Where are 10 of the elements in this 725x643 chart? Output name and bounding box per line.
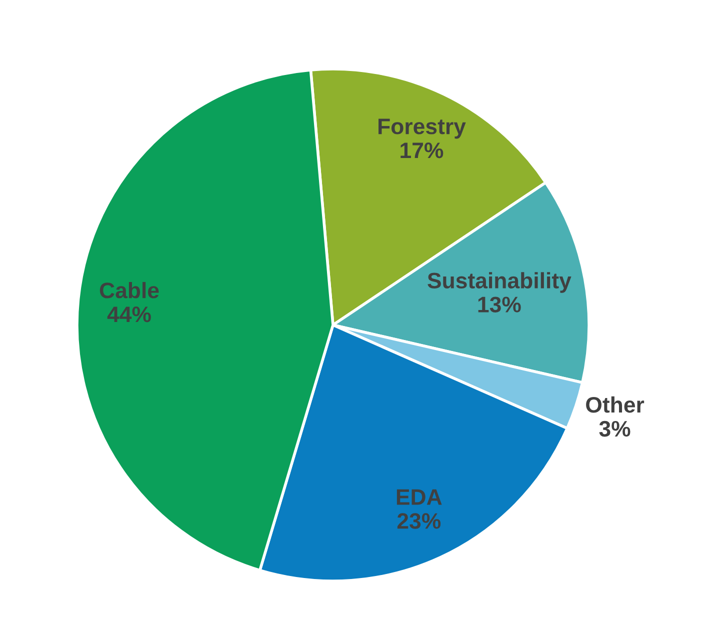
data-label: 44% [107, 306, 151, 322]
slice-label: Forestry [378, 118, 466, 139]
slice-label: Other [586, 396, 644, 413]
data-label: 23% [397, 513, 441, 529]
slice-label: Cable [100, 282, 159, 298]
slice-label: Sustainability [428, 272, 572, 293]
slice-label: EDA [396, 489, 442, 505]
data-label: 3% [599, 420, 630, 437]
data-label: 17% [400, 142, 444, 158]
data-label: 13% [478, 296, 521, 312]
